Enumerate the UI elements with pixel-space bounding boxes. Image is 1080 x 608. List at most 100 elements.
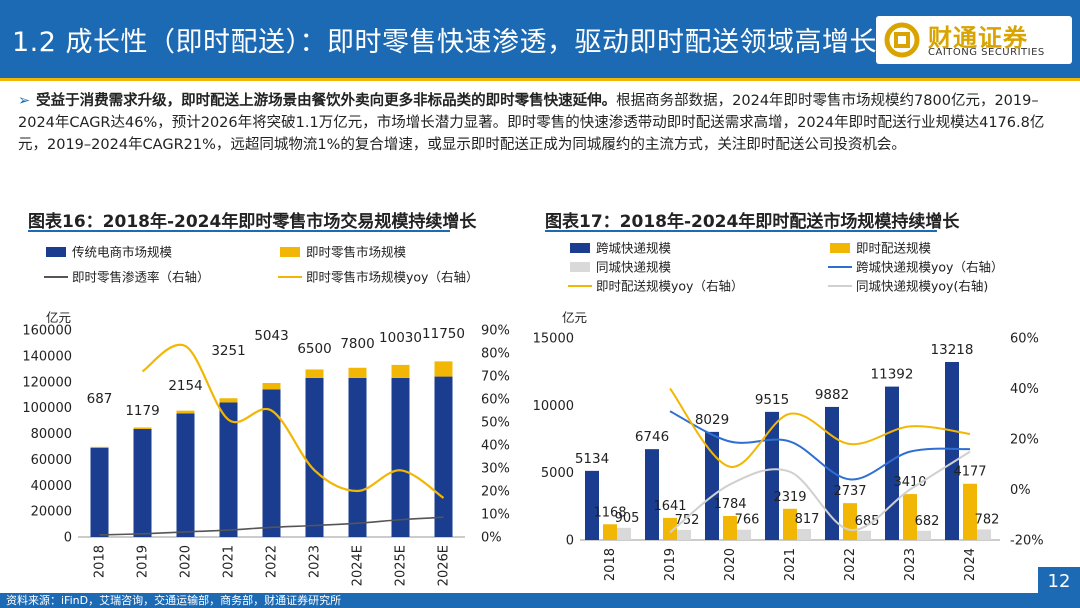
right-data-label-instant: 1168 xyxy=(593,505,626,520)
right-bar-intracity xyxy=(737,529,751,540)
footer-bar: 资料来源：iFinD，艾瑞咨询，交通运输部，商务部，财通证券研究所 xyxy=(0,593,1080,608)
right-line-yoy-3 xyxy=(669,410,971,481)
right-data-label-instant: 1641 xyxy=(653,499,686,514)
right-bar-instant-delivery xyxy=(663,517,677,540)
left-y2-tick: 20% xyxy=(481,485,510,500)
right-data-label-intracity: 905 xyxy=(615,511,640,526)
right-y2-tick: 20% xyxy=(1010,433,1039,448)
left-x-tick: 2020 xyxy=(179,545,194,578)
right-data-label-intercity: 6746 xyxy=(635,429,669,445)
legend-right-4-label: 跨城快递规模yoy（右轴） xyxy=(856,260,1003,275)
left-x-tick: 2023 xyxy=(308,545,323,578)
left-line-penetration xyxy=(99,516,444,536)
right-bar-instant-delivery xyxy=(783,508,797,540)
legend-left-2-swatch xyxy=(280,247,300,257)
chart-title-right-underline xyxy=(545,230,937,232)
left-y2-tick: 70% xyxy=(481,370,510,385)
left-bar-instant-retail xyxy=(133,427,152,429)
left-bar-ecommerce xyxy=(219,402,238,537)
left-data-label: 6500 xyxy=(297,341,331,357)
left-bar-instant-retail xyxy=(262,382,281,390)
legend-right-2-label: 即时配送规模 xyxy=(856,241,932,256)
right-x-tick: 2018 xyxy=(603,548,618,581)
legend-right-1-swatch xyxy=(570,243,590,253)
left-bar-instant-retail xyxy=(391,364,410,378)
chart-title-left-underline xyxy=(28,230,450,232)
right-bar-instant-delivery xyxy=(903,494,917,540)
right-bar-instant-delivery xyxy=(963,483,977,540)
legend-right-5-label: 即时配送规模yoy（右轴） xyxy=(596,279,743,294)
company-logo: 财通证券 CAITONG SECURITIES xyxy=(876,16,1072,64)
right-data-label-intracity: 682 xyxy=(915,514,940,529)
left-bar-ecommerce xyxy=(305,377,324,537)
left-bar-instant-retail xyxy=(305,369,324,378)
right-data-label-intracity: 766 xyxy=(735,513,760,528)
right-bar-intercity xyxy=(765,411,779,540)
right-y2-tick: 0% xyxy=(1010,483,1031,498)
right-data-label-intercity: 8029 xyxy=(695,412,729,428)
right-data-label-intracity: 782 xyxy=(975,512,1000,527)
left-y2-tick: 0% xyxy=(481,531,502,546)
left-y2-tick: 10% xyxy=(481,508,510,523)
chart-title-left: 图表16：2018年-2024年即时零售市场交易规模持续增长 xyxy=(28,212,477,232)
header-bar: 1.2 成长性（即时配送）：即时零售快速渗透，驱动即时配送领域高增长 财通证券 … xyxy=(0,0,1080,78)
left-y2-tick: 60% xyxy=(481,393,510,408)
left-y2-tick: 30% xyxy=(481,462,510,477)
left-y-tick: 160000 xyxy=(22,324,72,339)
right-x-tick: 2021 xyxy=(783,548,798,581)
legend-right-6-label: 同城快递规模yoy(右轴) xyxy=(856,279,988,294)
right-data-label-instant: 1784 xyxy=(713,497,746,512)
right-line-yoy-4 xyxy=(669,387,971,468)
page-title: 1.2 成长性（即时配送）：即时零售快速渗透，驱动即时配送领域高增长 xyxy=(12,27,878,58)
bullet-arrow-icon: ➢ xyxy=(18,93,31,109)
right-data-label-intercity: 9515 xyxy=(755,392,789,408)
page-number: 12 xyxy=(1038,567,1080,608)
left-y-tick: 0 xyxy=(64,531,72,546)
right-y-tick: 10000 xyxy=(533,399,574,414)
left-bar-ecommerce xyxy=(348,377,367,537)
left-y-unit: 亿元 xyxy=(46,310,71,325)
right-bar-intercity xyxy=(705,431,719,540)
summary-paragraph: ➢ 受益于消费需求升级，即时配送上游场景由餐饮外卖向更多非标品类的即时零售快速延伸… xyxy=(18,90,1063,156)
summary-text: 根据商务部数据，2024年即时零售市场规模约7800亿元，2019–2024年C… xyxy=(18,93,1045,153)
left-y-tick: 100000 xyxy=(22,401,72,416)
left-data-label: 10030 xyxy=(379,330,422,346)
left-y2-tick: 90% xyxy=(481,324,510,339)
left-x-tick: 2025E xyxy=(394,545,409,586)
right-bar-intracity xyxy=(797,528,811,540)
left-x-tick: 2024E xyxy=(351,545,366,586)
left-bar-ecommerce xyxy=(391,377,410,537)
left-data-label: 2154 xyxy=(168,378,202,394)
right-data-label-instant: 2737 xyxy=(833,484,866,499)
right-y-tick: 15000 xyxy=(533,332,574,347)
legend-left-2-label: 即时零售市场规模 xyxy=(306,245,407,260)
right-bar-intracity xyxy=(977,529,991,540)
legend-right-1-label: 跨城快递规模 xyxy=(596,241,672,256)
right-data-label-intercity: 9882 xyxy=(815,387,849,403)
left-data-label: 11750 xyxy=(422,326,465,342)
right-y2-tick: -20% xyxy=(1010,534,1044,549)
left-y2-tick: 80% xyxy=(481,347,510,362)
left-bar-ecommerce xyxy=(90,447,109,537)
legend-right-3-label: 同城快递规模 xyxy=(596,260,672,275)
left-line-yoy xyxy=(141,343,445,499)
left-x-tick: 2021 xyxy=(222,545,237,578)
right-bar-intercity xyxy=(825,406,839,540)
left-y2-tick: 50% xyxy=(481,416,510,431)
right-bar-instant-delivery xyxy=(723,515,737,540)
left-y-tick: 60000 xyxy=(31,453,72,468)
left-bar-instant-retail xyxy=(434,361,453,377)
left-data-label: 7800 xyxy=(340,336,374,352)
right-data-label-instant: 4177 xyxy=(953,465,986,480)
left-bar-instant-retail xyxy=(90,446,109,448)
right-x-tick: 2023 xyxy=(903,548,918,581)
right-y2-tick: 40% xyxy=(1010,382,1039,397)
right-y-tick: 0 xyxy=(566,534,574,549)
logo-name-cn: 财通证券 xyxy=(928,24,1028,52)
legend-left-4-label: 即时零售市场规模yoy（右轴） xyxy=(306,270,478,285)
right-x-tick: 2022 xyxy=(843,548,858,581)
right-bar-intracity xyxy=(917,530,931,540)
right-bar-instant-delivery xyxy=(603,524,617,540)
left-bar-ecommerce xyxy=(176,413,195,537)
